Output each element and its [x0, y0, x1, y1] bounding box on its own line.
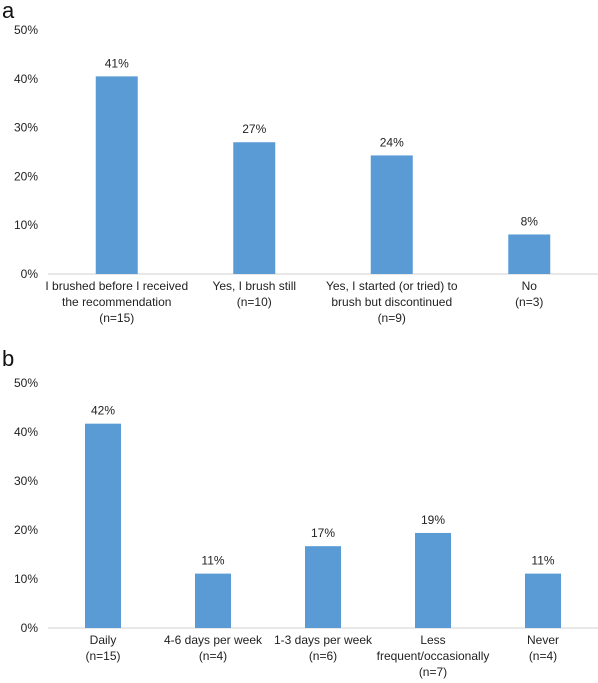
data-label: 8% [521, 214, 539, 228]
y-tick-label: 20% [14, 169, 38, 183]
bar [370, 155, 413, 274]
category-label: I brushed before I received [45, 279, 188, 293]
chart-panel-b: b 0% 10% 20% 30% 40% 50% 42% Daily (n=15) 11% 4-6 … [0, 340, 598, 683]
category-label: (n=9) [378, 311, 406, 325]
category-label: frequent/occasionally [377, 649, 490, 663]
bar-chart-b: 0% 10% 20% 30% 40% 50% 42% Daily (n=15) 11% 4-6 da… [14, 376, 598, 679]
bar [233, 142, 276, 274]
panel-letter-a: a [2, 0, 15, 23]
category-label: (n=15) [85, 649, 120, 663]
category-label: 4-6 days per week [164, 633, 263, 647]
y-tick-label: 10% [14, 218, 38, 232]
category-label: Never [527, 633, 559, 647]
category-label: 1-3 days per week [274, 633, 373, 647]
data-label: 42% [91, 404, 115, 418]
panel-letter-b: b [2, 346, 15, 371]
category-label: (n=3) [515, 295, 543, 309]
bar [85, 423, 121, 628]
bar [525, 573, 561, 628]
bar [95, 76, 138, 274]
category-label: No [522, 279, 538, 293]
data-label: 27% [242, 122, 266, 136]
chart-panel-a: a 0% 10% 20% 30% 40% 50% 41% I brushed before I… [0, 0, 598, 340]
y-tick-label: 40% [14, 425, 38, 439]
category-label: the recommendation [62, 295, 171, 309]
y-tick-label: 0% [21, 267, 39, 281]
category-label: Less [420, 633, 445, 647]
y-tick-label: 30% [14, 474, 38, 488]
data-label: 11% [201, 554, 224, 568]
data-label: 19% [421, 513, 445, 527]
category-label: (n=6) [309, 649, 337, 663]
y-tick-label: 50% [14, 376, 38, 390]
bar [415, 532, 451, 628]
category-label: (n=4) [529, 649, 557, 663]
y-tick-label: 30% [14, 121, 38, 135]
category-label: Yes, I started (or tried) to [326, 279, 458, 293]
category-label: (n=10) [237, 295, 272, 309]
category-label: (n=4) [199, 649, 227, 663]
bar-chart-a: 0% 10% 20% 30% 40% 50% 41% I brushed before I r… [14, 23, 598, 325]
category-label: (n=15) [99, 311, 134, 325]
category-label: brush but discontinued [331, 295, 452, 309]
category-label: Yes, I brush still [212, 279, 296, 293]
y-tick-label: 0% [21, 621, 39, 635]
y-tick-label: 50% [14, 23, 38, 37]
bar [305, 546, 341, 628]
y-tick-label: 20% [14, 523, 38, 537]
data-label: 24% [380, 135, 404, 149]
data-label: 41% [105, 56, 129, 70]
data-label: 17% [311, 526, 335, 540]
category-label: (n=7) [419, 665, 447, 679]
bar [195, 573, 231, 628]
y-tick-label: 10% [14, 572, 38, 586]
data-label: 11% [531, 554, 554, 568]
y-tick-label: 40% [14, 72, 38, 86]
bar [508, 234, 551, 274]
category-label: Daily [90, 633, 117, 647]
